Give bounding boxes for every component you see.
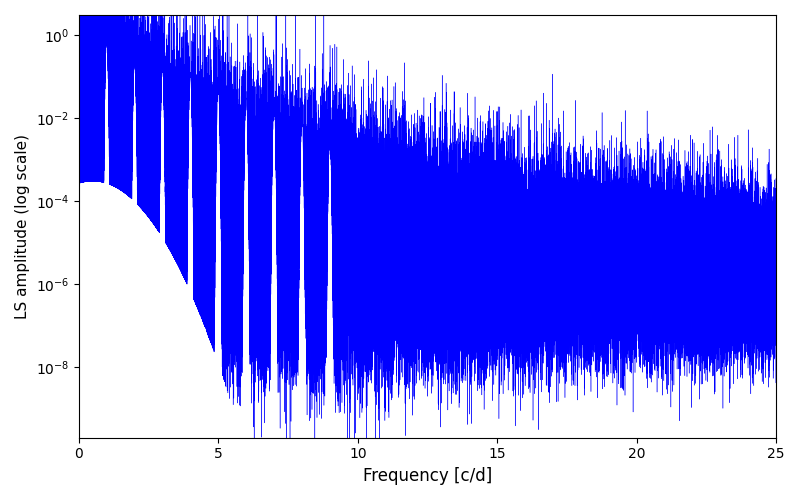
X-axis label: Frequency [c/d]: Frequency [c/d] bbox=[363, 467, 492, 485]
Y-axis label: LS amplitude (log scale): LS amplitude (log scale) bbox=[15, 134, 30, 319]
